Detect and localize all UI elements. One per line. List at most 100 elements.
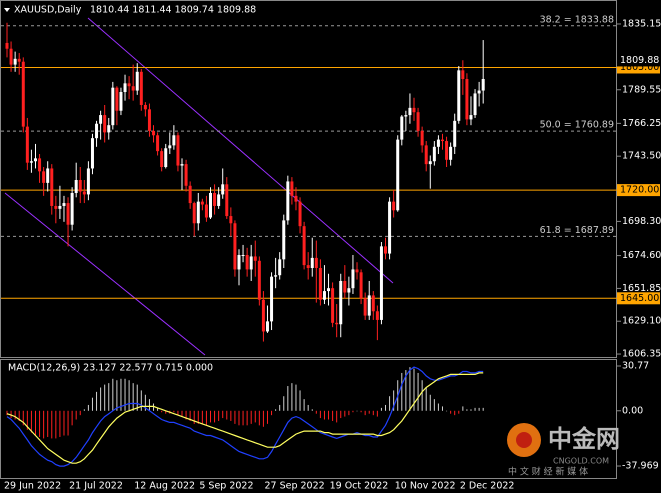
histogram-bar — [283, 396, 285, 411]
histogram-bar — [368, 410, 370, 414]
watermark-tagline: 中 文 财 经 新 媒 体 — [508, 466, 588, 478]
candle-body — [213, 192, 217, 206]
histogram-bar — [157, 407, 159, 411]
candle-body — [347, 288, 351, 293]
candle-body — [160, 151, 164, 168]
menu-arrow[interactable] — [4, 8, 10, 12]
histogram-bar — [470, 409, 472, 411]
histogram-bar — [311, 409, 313, 411]
histogram-bar — [22, 410, 24, 426]
histogram-bar — [315, 410, 317, 414]
histogram-bar — [425, 387, 427, 411]
histogram-bar — [474, 407, 476, 411]
candle-body — [261, 299, 265, 332]
histogram-bar — [67, 410, 69, 436]
candle-body — [420, 130, 424, 146]
histogram-bar — [295, 384, 297, 411]
histogram-bar — [254, 410, 256, 423]
candle-body — [298, 201, 302, 227]
y-tick-label: 1789.55 — [622, 84, 661, 95]
candle-body — [143, 104, 147, 110]
candle-body — [25, 126, 29, 163]
candle-body — [375, 311, 379, 320]
histogram-bar — [405, 370, 407, 411]
histogram-bar — [466, 409, 468, 411]
candle-body — [286, 181, 290, 221]
candle-body — [74, 179, 78, 193]
histogram-bar — [218, 410, 220, 421]
histogram-bar — [360, 410, 362, 413]
histogram-bar — [482, 407, 484, 411]
level-label-box — [617, 292, 660, 305]
x-tick-label: 2 Dec 2022 — [460, 481, 515, 492]
histogram-bar — [116, 380, 118, 411]
candle-body — [331, 288, 335, 323]
candle-body — [322, 291, 326, 300]
logo — [516, 432, 532, 448]
candle-body — [58, 205, 62, 209]
macd-title: MACD(12,26,9) 23.127 22.577 0.715 0.000 — [8, 363, 213, 374]
candle-body — [50, 168, 54, 206]
histogram-bar — [352, 410, 354, 413]
histogram-bar — [214, 410, 216, 423]
candle-body — [392, 201, 396, 211]
level-label: 1805.00 — [620, 62, 659, 73]
histogram-bar — [34, 410, 36, 436]
histogram-bar — [380, 407, 382, 411]
candle-body — [343, 280, 347, 293]
histogram-bar — [356, 410, 358, 412]
candle-body — [111, 87, 115, 126]
candle-body — [233, 223, 237, 270]
histogram-bar — [372, 410, 374, 416]
candle-body — [95, 123, 99, 139]
candle-body — [388, 201, 392, 254]
watermark: 中金网 CNGOLD.COM 中 文 财 经 新 媒 体 — [507, 423, 620, 478]
current-price-box — [617, 54, 660, 67]
histogram-bar — [262, 410, 264, 427]
fib-label: 61.8 = 1687.89 — [540, 225, 614, 236]
histogram-bar — [242, 410, 244, 426]
histogram-bar — [140, 390, 142, 411]
trend-line — [4, 192, 206, 356]
candle-body — [237, 255, 241, 270]
histogram-bar — [450, 410, 452, 414]
histogram-bar — [197, 410, 199, 424]
candle-body — [481, 79, 485, 91]
candle-body — [131, 86, 135, 91]
histogram-bar — [234, 410, 236, 424]
histogram-bar — [39, 410, 41, 437]
histogram-bar — [14, 410, 16, 420]
candle-body — [107, 125, 111, 133]
candle-body — [416, 112, 420, 131]
ohlc-header: 1810.44 1811.44 1809.74 1809.88 — [90, 5, 256, 16]
fib-label: 38.2 = 1833.88 — [540, 14, 614, 25]
candle-body — [249, 256, 253, 270]
histogram-bar — [108, 383, 110, 411]
candle-body — [78, 179, 82, 192]
candle-body — [469, 115, 473, 120]
histogram-bar — [446, 410, 448, 412]
y-tick-label: 1743.50 — [622, 151, 661, 162]
histogram-bar — [458, 410, 460, 414]
histogram-bar — [376, 410, 378, 417]
candle-body — [428, 161, 432, 165]
histogram-bar — [161, 410, 163, 413]
candle-body — [82, 191, 86, 195]
histogram-bar — [177, 410, 179, 416]
histogram-bar — [437, 403, 439, 411]
histogram-bar — [433, 399, 435, 411]
y-tick-label: 1835.15 — [622, 18, 661, 29]
histogram-bar — [441, 406, 443, 411]
histogram-bar — [10, 410, 12, 419]
histogram-bar — [246, 410, 248, 426]
candle-body — [66, 203, 70, 225]
candle-body — [90, 138, 94, 169]
level-label: 1645.00 — [620, 293, 659, 304]
y-tick-label: 1674.60 — [622, 250, 661, 261]
candle-body — [192, 203, 196, 224]
histogram-bar — [128, 380, 130, 411]
candle-body — [188, 185, 192, 204]
y-tick-label: -37.969 — [622, 461, 659, 472]
histogram-bar — [417, 372, 419, 411]
candle-body — [282, 220, 286, 260]
